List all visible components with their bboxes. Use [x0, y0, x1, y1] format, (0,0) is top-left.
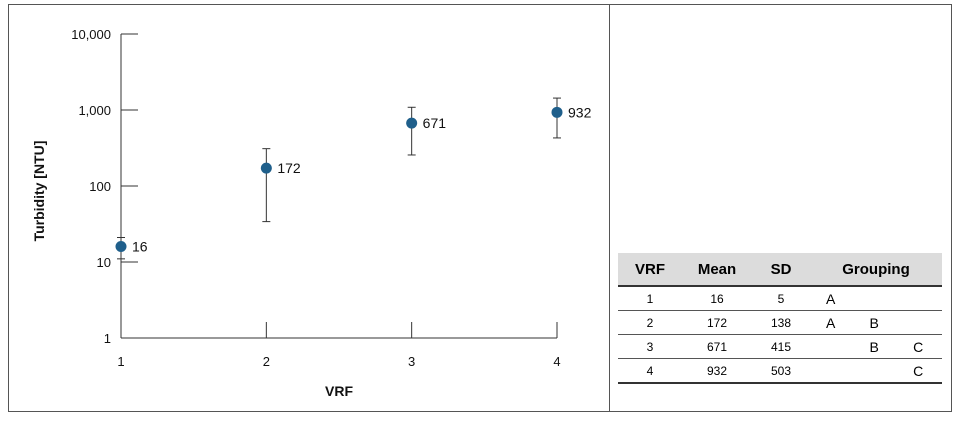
cell-group-c: C — [897, 358, 942, 384]
cell-group-a: A — [810, 310, 854, 335]
col-header-sd: SD — [752, 253, 810, 287]
cell-sd: 5 — [752, 286, 810, 311]
cell-group-c — [897, 310, 942, 335]
cell-mean: 16 — [682, 286, 752, 311]
cell-vrf: 1 — [618, 286, 682, 311]
table-row: 2 172 138 A B — [618, 310, 942, 335]
cell-group-b: B — [853, 334, 898, 359]
data-label: 932 — [568, 104, 592, 120]
cell-mean: 671 — [682, 334, 752, 359]
plot-panel — [8, 4, 610, 412]
x-tick-label: 3 — [408, 354, 415, 369]
data-label: 671 — [423, 115, 447, 131]
y-axis-title: Turbidity [NTU] — [31, 141, 47, 242]
y-tick-label: 1,000 — [78, 103, 111, 118]
cell-sd: 138 — [752, 310, 810, 335]
cell-group-c — [897, 286, 942, 311]
x-tick-label: 2 — [263, 354, 270, 369]
col-header-vrf: VRF — [618, 253, 682, 287]
cell-group-b: B — [853, 310, 898, 335]
x-tick-label: 1 — [117, 354, 124, 369]
table-header-row: VRF Mean SD Grouping — [618, 253, 942, 287]
cell-vrf: 4 — [618, 358, 682, 384]
cell-vrf: 3 — [618, 334, 682, 359]
data-point — [260, 162, 272, 174]
data-label: 172 — [277, 160, 301, 176]
figure-frame — [8, 4, 952, 412]
table-row: 3 671 415 B C — [618, 334, 942, 359]
y-tick-label: 10 — [97, 255, 111, 270]
data-point — [406, 117, 418, 129]
cell-group-b — [853, 286, 898, 311]
cell-group-c: C — [897, 334, 942, 359]
x-tick-label: 4 — [553, 354, 560, 369]
cell-mean: 172 — [682, 310, 752, 335]
col-header-mean: Mean — [682, 253, 752, 287]
table-row: 4 932 503 C — [618, 358, 942, 384]
cell-sd: 503 — [752, 358, 810, 384]
cell-mean: 932 — [682, 358, 752, 384]
y-tick-label: 1 — [104, 331, 111, 346]
data-label: 16 — [132, 238, 148, 254]
cell-group-b — [853, 358, 898, 384]
x-axis-title: VRF — [325, 383, 353, 399]
cell-sd: 415 — [752, 334, 810, 359]
y-tick-label: 10,000 — [71, 27, 111, 42]
table-row: 1 16 5 A — [618, 286, 942, 311]
y-tick-label: 100 — [89, 179, 111, 194]
cell-vrf: 2 — [618, 310, 682, 335]
cell-group-a: A — [810, 286, 854, 311]
cell-group-a — [810, 358, 854, 384]
data-point — [115, 240, 127, 252]
col-header-grouping: Grouping — [810, 253, 942, 287]
grouping-table: VRF Mean SD Grouping 1 16 5 A 2 172 138 … — [618, 253, 942, 384]
data-point — [551, 106, 563, 118]
cell-group-a — [810, 334, 854, 359]
